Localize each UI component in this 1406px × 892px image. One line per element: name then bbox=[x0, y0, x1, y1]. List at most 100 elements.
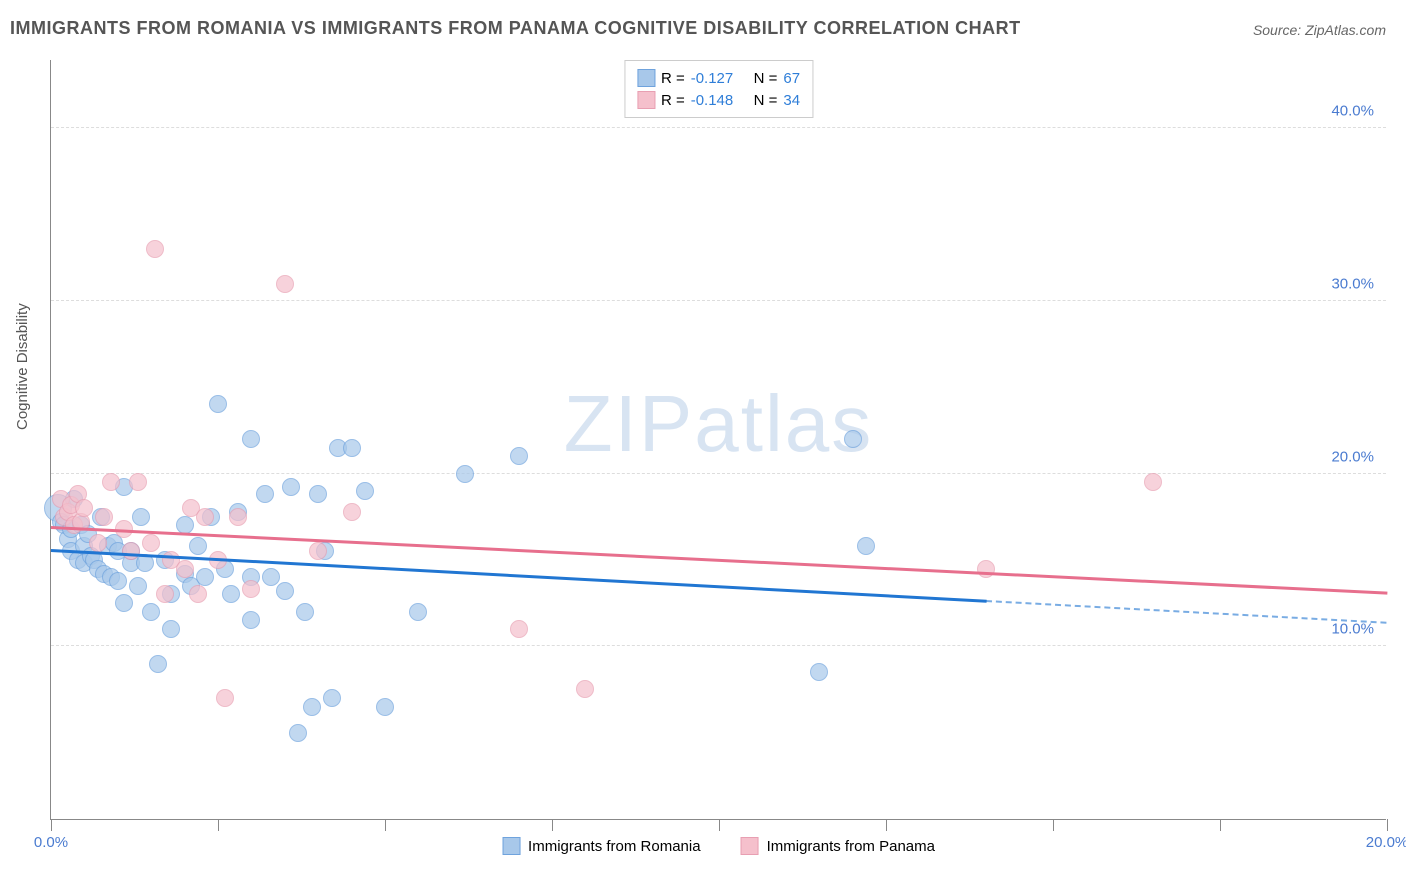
data-point bbox=[136, 554, 154, 572]
x-tick bbox=[1053, 819, 1054, 831]
x-tick bbox=[886, 819, 887, 831]
gridline-h bbox=[51, 645, 1386, 646]
legend-item-panama: Immigrants from Panama bbox=[741, 837, 935, 855]
data-point bbox=[810, 663, 828, 681]
data-point bbox=[303, 698, 321, 716]
data-point bbox=[189, 585, 207, 603]
x-tick-label: 20.0% bbox=[1366, 834, 1406, 851]
data-point bbox=[132, 508, 150, 526]
data-point bbox=[196, 508, 214, 526]
data-point bbox=[242, 580, 260, 598]
data-point bbox=[242, 430, 260, 448]
data-point bbox=[857, 537, 875, 555]
data-point bbox=[196, 568, 214, 586]
y-tick-label: 40.0% bbox=[1331, 103, 1374, 120]
data-point bbox=[89, 534, 107, 552]
data-point bbox=[977, 560, 995, 578]
x-tick bbox=[1220, 819, 1221, 831]
x-tick bbox=[218, 819, 219, 831]
y-tick-label: 30.0% bbox=[1331, 275, 1374, 292]
data-point bbox=[222, 585, 240, 603]
data-point bbox=[844, 430, 862, 448]
data-point bbox=[129, 473, 147, 491]
data-point bbox=[309, 542, 327, 560]
x-tick bbox=[552, 819, 553, 831]
n-label: N = bbox=[754, 70, 778, 87]
r-label: R = bbox=[661, 92, 685, 109]
data-point bbox=[356, 482, 374, 500]
source-attribution: Source: ZipAtlas.com bbox=[1253, 22, 1386, 38]
r-value-panama: -0.148 bbox=[691, 92, 734, 109]
r-value-romania: -0.127 bbox=[691, 70, 734, 87]
chart-title: IMMIGRANTS FROM ROMANIA VS IMMIGRANTS FR… bbox=[10, 18, 1021, 39]
data-point bbox=[510, 447, 528, 465]
watermark-atlas: atlas bbox=[694, 379, 873, 468]
data-point bbox=[576, 680, 594, 698]
legend-swatch-panama-bottom bbox=[741, 837, 759, 855]
data-point bbox=[216, 689, 234, 707]
r-label: R = bbox=[661, 70, 685, 87]
gridline-h bbox=[51, 300, 1386, 301]
data-point bbox=[95, 508, 113, 526]
legend-label-romania: Immigrants from Romania bbox=[528, 838, 701, 855]
data-point bbox=[1144, 473, 1162, 491]
x-tick-label: 0.0% bbox=[34, 834, 68, 851]
data-point bbox=[229, 508, 247, 526]
chart-container: IMMIGRANTS FROM ROMANIA VS IMMIGRANTS FR… bbox=[0, 0, 1406, 892]
data-point bbox=[75, 499, 93, 517]
data-point bbox=[146, 240, 164, 258]
data-point bbox=[142, 603, 160, 621]
y-tick-label: 10.0% bbox=[1331, 621, 1374, 638]
data-point bbox=[256, 485, 274, 503]
x-tick bbox=[51, 819, 52, 831]
data-point bbox=[189, 537, 207, 555]
data-point bbox=[129, 577, 147, 595]
data-point bbox=[276, 582, 294, 600]
watermark-zip: ZIP bbox=[564, 379, 694, 468]
data-point bbox=[156, 585, 174, 603]
y-tick-label: 20.0% bbox=[1331, 448, 1374, 465]
data-point bbox=[309, 485, 327, 503]
data-point bbox=[296, 603, 314, 621]
legend-item-romania: Immigrants from Romania bbox=[502, 837, 701, 855]
watermark: ZIPatlas bbox=[564, 378, 873, 470]
legend-stats-row-romania: R = -0.127 N = 67 bbox=[637, 67, 800, 89]
data-point bbox=[209, 395, 227, 413]
data-point bbox=[176, 560, 194, 578]
legend-stats-box: R = -0.127 N = 67 R = -0.148 N = 34 bbox=[624, 60, 813, 118]
data-point bbox=[115, 594, 133, 612]
data-point bbox=[289, 724, 307, 742]
data-point bbox=[456, 465, 474, 483]
n-label: N = bbox=[754, 92, 778, 109]
legend-label-panama: Immigrants from Panama bbox=[767, 838, 935, 855]
data-point bbox=[149, 655, 167, 673]
gridline-h bbox=[51, 127, 1386, 128]
n-value-romania: 67 bbox=[783, 70, 800, 87]
data-point bbox=[142, 534, 160, 552]
data-point bbox=[343, 439, 361, 457]
legend-swatch-panama bbox=[637, 91, 655, 109]
data-point bbox=[276, 275, 294, 293]
gridline-h bbox=[51, 473, 1386, 474]
data-point bbox=[122, 542, 140, 560]
legend-swatch-romania-bottom bbox=[502, 837, 520, 855]
x-tick bbox=[719, 819, 720, 831]
source-value: ZipAtlas.com bbox=[1305, 22, 1386, 38]
data-point bbox=[102, 473, 120, 491]
y-axis-label: Cognitive Disability bbox=[14, 303, 31, 430]
data-point bbox=[343, 503, 361, 521]
data-point bbox=[242, 611, 260, 629]
data-point bbox=[109, 572, 127, 590]
data-point bbox=[162, 620, 180, 638]
plot-area: ZIPatlas R = -0.127 N = 67 R = -0.148 N … bbox=[50, 60, 1386, 820]
legend-series-box: Immigrants from Romania Immigrants from … bbox=[502, 837, 935, 855]
trend-line-extrapolated bbox=[986, 600, 1387, 624]
data-point bbox=[510, 620, 528, 638]
source-prefix: Source: bbox=[1253, 22, 1305, 38]
x-tick bbox=[385, 819, 386, 831]
legend-stats-row-panama: R = -0.148 N = 34 bbox=[637, 89, 800, 111]
n-value-panama: 34 bbox=[783, 92, 800, 109]
data-point bbox=[376, 698, 394, 716]
legend-swatch-romania bbox=[637, 69, 655, 87]
data-point bbox=[282, 478, 300, 496]
